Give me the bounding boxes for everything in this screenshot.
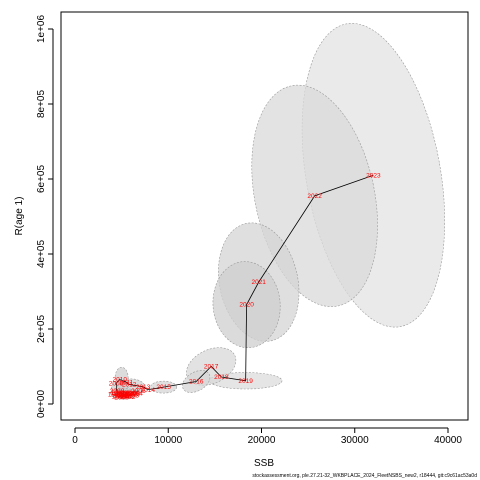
year-label-2005: 2005 bbox=[131, 388, 146, 395]
y-tick-label-8e+05: 8e+05 bbox=[36, 90, 47, 119]
year-label-1994: 1994 bbox=[117, 392, 132, 399]
year-label-2004: 2004 bbox=[128, 391, 143, 398]
x-tick-label-20000: 20000 bbox=[248, 435, 276, 446]
year-label-2016: 2016 bbox=[189, 379, 204, 386]
year-label-1995: 1995 bbox=[120, 391, 135, 398]
year-label-2020: 2020 bbox=[239, 302, 254, 309]
year-label-2014: 2014 bbox=[141, 387, 156, 394]
early-trajectory-line bbox=[114, 390, 140, 398]
year-label-2012: 2012 bbox=[122, 382, 137, 389]
year-label-2022: 2022 bbox=[307, 193, 322, 200]
y-tick-label-1e+06: 1e+06 bbox=[36, 15, 47, 44]
year-label-2019: 2019 bbox=[238, 378, 253, 385]
year-label-2009: 2009 bbox=[109, 380, 124, 387]
year-label-2010: 2010 bbox=[113, 377, 128, 384]
year-label-1993: 1993 bbox=[115, 391, 130, 398]
x-tick-label-10000: 10000 bbox=[154, 435, 182, 446]
x-axis-label: SSB bbox=[254, 458, 274, 469]
trajectory-connector bbox=[115, 383, 118, 391]
x-tick-label-40000: 40000 bbox=[434, 435, 462, 446]
year-label-2011: 2011 bbox=[119, 379, 133, 386]
year-label-1998: 1998 bbox=[126, 391, 141, 398]
plot-frame bbox=[60, 11, 469, 421]
year-label-2000: 2000 bbox=[114, 394, 129, 401]
y-tick-label-6e+05: 6e+05 bbox=[36, 165, 47, 194]
y-axis: 0e+00 2e+05 4e+05 6e+05 8e+05 1e+06 bbox=[36, 15, 54, 419]
y-axis-label: R(age 1) bbox=[14, 197, 25, 236]
year-label-1991: 1991 bbox=[111, 390, 126, 397]
year-label-2002: 2002 bbox=[121, 394, 136, 401]
recruitment-trajectory-line bbox=[114, 174, 374, 398]
year-label-1990: 1990 bbox=[108, 392, 123, 399]
year-label-2013: 2013 bbox=[136, 384, 151, 391]
year-label-2003: 2003 bbox=[125, 392, 140, 399]
confidence-ellipses bbox=[110, 23, 446, 400]
recent-trajectory-line bbox=[115, 174, 374, 391]
year-label-1996: 1996 bbox=[122, 390, 137, 397]
x-tick-label-0: 0 bbox=[72, 435, 78, 446]
y-tick-label-2e+05: 2e+05 bbox=[36, 315, 47, 344]
year-label-1992: 1992 bbox=[113, 393, 128, 400]
y-tick-label-4e+05: 4e+05 bbox=[36, 240, 47, 269]
footer-credit: stockassessment.org, ple.27.21-32_WKBPLA… bbox=[252, 473, 477, 479]
y-tick-label-0e+00: 0e+00 bbox=[36, 390, 47, 419]
year-label-1997: 1997 bbox=[124, 392, 139, 399]
year-label-2023: 2023 bbox=[366, 172, 381, 179]
year-label-2018: 2018 bbox=[214, 374, 229, 381]
year-label-2001: 2001 bbox=[118, 393, 133, 400]
x-axis: 0 10000 20000 30000 40000 bbox=[72, 427, 462, 446]
year-label-2015: 2015 bbox=[156, 384, 171, 391]
year-label-2021: 2021 bbox=[251, 279, 266, 286]
year-label-2007: 2007 bbox=[113, 391, 128, 398]
year-label-2017: 2017 bbox=[204, 364, 219, 371]
year-labels: 1990199119921993199419951996199719981999… bbox=[108, 172, 381, 401]
year-label-1999: 1999 bbox=[112, 394, 127, 401]
x-tick-label-30000: 30000 bbox=[341, 435, 369, 446]
year-label-2006: 2006 bbox=[116, 390, 131, 397]
year-label-2008: 2008 bbox=[110, 388, 125, 395]
